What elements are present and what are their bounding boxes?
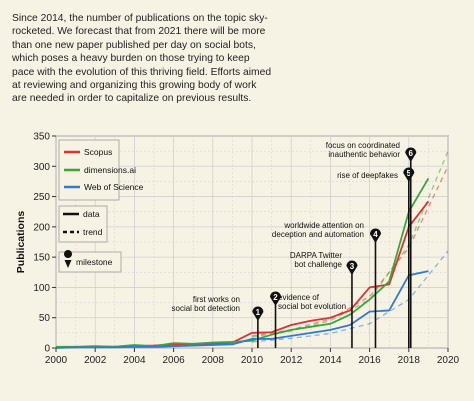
y-axis-label: Publications bbox=[15, 211, 27, 274]
milestone-number: 3 bbox=[350, 262, 355, 271]
milestone-label: first works on bbox=[193, 295, 240, 304]
legend-dimensions: dimensions.ai bbox=[84, 165, 136, 175]
x-tick-label: 2014 bbox=[319, 355, 342, 366]
milestone-pin-icon bbox=[405, 147, 417, 162]
y-tick-label: 200 bbox=[33, 222, 50, 233]
milestone-label: rise of deepfakes bbox=[337, 171, 398, 180]
milestone-label: focus on coordinated bbox=[326, 141, 400, 150]
milestone-label: inauthentic behavior bbox=[328, 150, 400, 159]
milestone-label: worldwide attention on bbox=[283, 221, 364, 230]
x-tick-label: 2008 bbox=[202, 355, 225, 366]
trend-line-scopus bbox=[251, 166, 449, 337]
milestone-number: 1 bbox=[256, 308, 261, 317]
legend-data: data bbox=[83, 209, 100, 219]
legend-trend: trend bbox=[83, 227, 103, 237]
y-tick-label: 150 bbox=[33, 253, 50, 264]
legend-box-style bbox=[58, 205, 108, 243]
milestone-label: evidence of bbox=[278, 293, 320, 302]
y-tick-label: 100 bbox=[33, 283, 50, 294]
y-tick-label: 50 bbox=[39, 313, 51, 324]
milestone-label: DARPA Twitter bbox=[290, 251, 343, 260]
x-tick-label: 2002 bbox=[84, 355, 107, 366]
legend-milestone-pin-icon bbox=[64, 250, 73, 268]
milestone-label: deception and automation bbox=[272, 230, 364, 239]
series-line-web-of-science bbox=[55, 270, 429, 349]
legend: Scopus dimensions.ai Web of Science data… bbox=[58, 139, 144, 273]
milestone-number: 2 bbox=[273, 293, 278, 302]
x-tick-label: 2006 bbox=[162, 355, 185, 366]
milestone-number: 4 bbox=[373, 230, 378, 239]
milestone-number: 6 bbox=[409, 149, 414, 158]
x-tick-label: 2016 bbox=[358, 355, 381, 366]
legend-scopus: Scopus bbox=[84, 147, 112, 157]
data-lines bbox=[55, 177, 430, 349]
milestone-pin-icon bbox=[252, 306, 264, 321]
x-tick-label: 2012 bbox=[280, 355, 303, 366]
milestone-pin-icon bbox=[369, 228, 381, 243]
x-tick-label: 2018 bbox=[398, 355, 421, 366]
y-tick-label: 350 bbox=[33, 132, 50, 143]
trend-line-web-of-science bbox=[251, 250, 449, 343]
y-tick-label: 250 bbox=[33, 192, 50, 203]
milestone-label: bot challenge bbox=[294, 260, 342, 269]
x-tick-label: 2000 bbox=[45, 355, 68, 366]
legend-box-milestone bbox=[58, 251, 122, 273]
milestone-label: social bot evolution bbox=[278, 302, 346, 311]
y-tick-label: 300 bbox=[33, 162, 50, 173]
y-tick-label: 0 bbox=[44, 344, 50, 355]
milestone-pin-icon bbox=[270, 291, 282, 306]
legend-wos: Web of Science bbox=[84, 182, 144, 192]
milestone-number: 5 bbox=[407, 169, 412, 178]
caption-text: Since 2014, the number of publications o… bbox=[12, 13, 272, 105]
axes: 2000 2002 2004 2006 2008 2010 2012 2014 2016 2018… bbox=[33, 132, 459, 367]
legend-milestone: milestone bbox=[76, 257, 113, 267]
milestone-label: social bot detection bbox=[172, 304, 241, 313]
milestone-pin-icon bbox=[346, 260, 358, 275]
x-tick-label: 2020 bbox=[437, 355, 460, 366]
x-tick-label: 2010 bbox=[241, 355, 264, 366]
x-tick-label: 2004 bbox=[123, 355, 146, 366]
